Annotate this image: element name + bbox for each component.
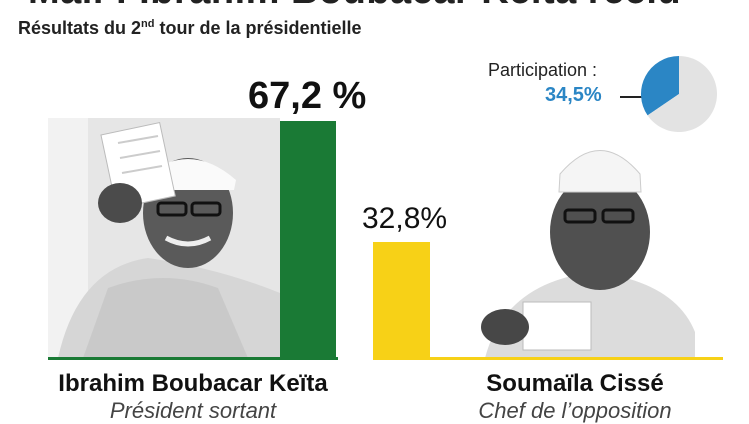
pie-slice-remainder <box>647 56 717 132</box>
candidate-role-keita: Président sortant <box>109 398 277 423</box>
participation-leader-line <box>620 96 642 98</box>
candidate-photo-keita <box>48 118 280 358</box>
participation-pie-chart <box>641 56 717 132</box>
page-title: Mali : Ibrahim Boubacar Keïta réélu <box>28 0 681 13</box>
baseline-cisse <box>373 357 723 360</box>
subtitle-rest: tour de la présidentielle <box>154 18 362 38</box>
candidate-name-cisse: Soumaïla Cissé <box>486 370 664 397</box>
bar-cisse <box>373 242 430 358</box>
page-subtitle: Résultats du 2nd tour de la présidentiel… <box>18 18 362 39</box>
baseline-keita <box>48 357 338 360</box>
subtitle-superscript: nd <box>141 18 155 30</box>
candidate-role-cisse: Chef de l’opposition <box>478 398 672 423</box>
value-label-keita: 67,2 % <box>248 74 367 117</box>
participation-label: Participation : <box>488 60 598 80</box>
candidate-photo-cisse <box>445 132 695 358</box>
participation-value: 34,5% <box>545 84 602 106</box>
bar-keita <box>280 120 336 358</box>
pie-slice-participation <box>641 56 679 116</box>
subtitle-main: Résultats du 2 <box>18 18 142 38</box>
value-label-cisse: 32,8% <box>362 202 448 236</box>
candidate-name-keita: Ibrahim Boubacar Keïta <box>58 370 328 397</box>
